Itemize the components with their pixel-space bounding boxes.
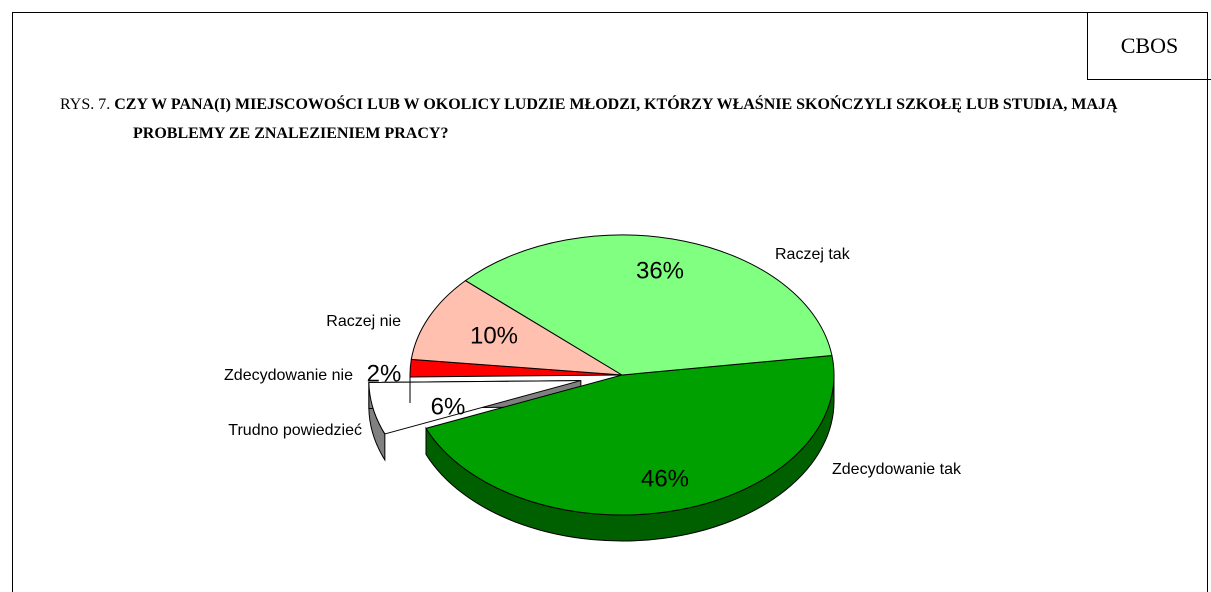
category-label: Raczej tak: [775, 246, 851, 263]
heading: RYS. 7. CZY W PANA(I) MIEJSCOWOŚCI LUB W…: [60, 90, 1135, 148]
category-label: Raczej nie: [326, 313, 401, 330]
value-label: 6%: [431, 393, 466, 420]
category-label: Trudno powiedzieć: [228, 422, 362, 439]
slice: [410, 279, 623, 376]
slice: [464, 234, 833, 376]
category-label: Zdecydowanie tak: [832, 461, 962, 478]
value-label: 46%: [641, 465, 689, 492]
frame: [12, 12, 1208, 592]
value-label: 36%: [636, 257, 684, 284]
figure-label: RYS. 7.: [60, 96, 111, 113]
value-label: 2%: [367, 360, 402, 387]
value-label: 10%: [470, 322, 518, 349]
slice: [425, 354, 835, 516]
slice: [368, 380, 581, 435]
source: CBOS: [1087, 12, 1211, 80]
category-label: Zdecydowanie nie: [224, 367, 353, 384]
chart-title: CZY W PANA(I) MIEJSCOWOŚCI LUB W OKOLICY…: [114, 96, 1118, 142]
